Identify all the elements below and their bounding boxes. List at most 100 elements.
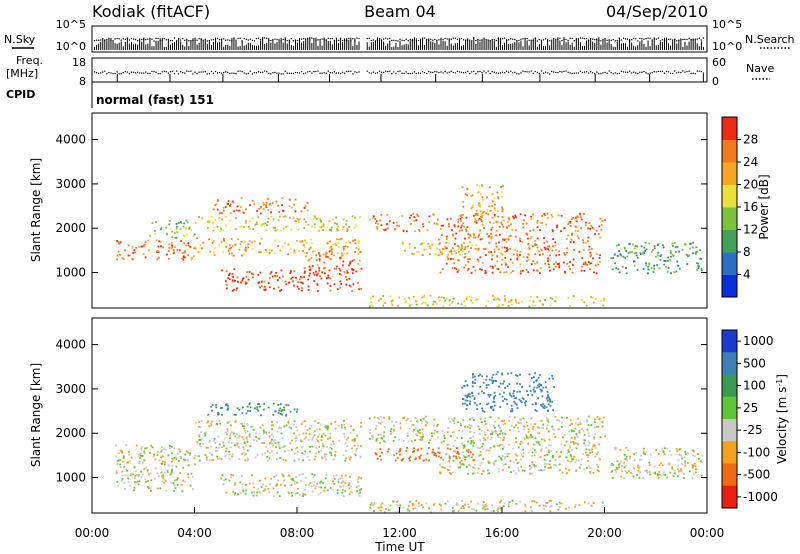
velocity-cell <box>325 427 328 430</box>
velocity-cell <box>301 420 304 423</box>
velocity-cell <box>471 380 474 383</box>
nsearch-point <box>663 39 666 41</box>
power-cell <box>669 259 671 261</box>
velocity-cell <box>279 403 282 405</box>
power-cell <box>516 257 519 260</box>
velocity-cell <box>467 451 470 454</box>
power-cell <box>292 217 295 220</box>
power-cell <box>231 289 234 292</box>
power-cell <box>359 250 362 253</box>
velocity-cell <box>242 490 245 493</box>
velocity-cell <box>552 409 555 412</box>
velocity-cell <box>202 443 205 445</box>
freq-point <box>376 72 379 74</box>
power-cell <box>404 301 407 304</box>
power-cell <box>180 221 182 224</box>
power-cell <box>171 236 174 239</box>
power-cell <box>351 272 354 275</box>
power-cell <box>597 263 600 266</box>
power-cell <box>337 238 340 241</box>
velocity-cell <box>151 446 154 449</box>
nsearch-point <box>321 38 323 40</box>
velocity-cell <box>216 450 219 452</box>
power-cell <box>245 249 248 252</box>
velocity-cell <box>516 454 519 457</box>
velocity-cell <box>176 453 179 455</box>
power-cell <box>585 304 588 307</box>
velocity-cell <box>419 429 421 431</box>
power-cell <box>697 267 700 270</box>
power-cell <box>215 203 218 206</box>
velocity-cell <box>238 435 241 438</box>
nsearch-point <box>612 38 614 41</box>
power-cell <box>491 204 494 207</box>
velocity-cell <box>399 506 402 509</box>
velocity-cell <box>478 428 481 431</box>
velocity-cell <box>205 446 208 449</box>
power-cell <box>239 226 242 228</box>
velocity-cell <box>381 437 384 440</box>
velocity-cell <box>149 487 152 490</box>
nsearch-point <box>190 39 192 42</box>
freq-point <box>384 70 387 72</box>
freq-point <box>458 71 461 73</box>
freq-point <box>192 73 194 75</box>
velocity-cell <box>509 392 511 395</box>
velocity-cell <box>173 447 176 450</box>
velocity-cell <box>325 458 327 461</box>
nsearch-point <box>143 38 145 40</box>
velocity-cell <box>305 432 307 435</box>
velocity-cell <box>293 483 296 485</box>
power-cell <box>405 230 408 233</box>
power-cell <box>288 198 291 201</box>
date-title: 04/Sep/2010 <box>606 2 708 21</box>
velocity-cell <box>677 459 680 462</box>
velocity-cell <box>655 449 658 451</box>
power-cell <box>554 244 557 246</box>
nsearch-point <box>173 37 176 39</box>
velocity-cell <box>185 450 188 453</box>
velocity-cell <box>657 452 660 455</box>
freq-point <box>149 72 151 75</box>
freq-point <box>612 73 614 75</box>
freq-point <box>567 71 569 74</box>
power-cell <box>496 254 499 257</box>
colorbar-tick-label: 1000 <box>743 334 774 348</box>
velocity-cell <box>575 442 578 445</box>
power-cell <box>673 242 676 244</box>
power-cell <box>450 258 452 260</box>
velocity-cell <box>356 480 359 483</box>
power-cell <box>479 238 482 241</box>
velocity-cell <box>529 423 532 426</box>
velocity-cell <box>602 416 605 419</box>
power-cell <box>466 269 469 272</box>
power-cell <box>662 246 665 249</box>
velocity-cell <box>654 472 657 475</box>
nsearch-point <box>186 38 188 41</box>
velocity-cell <box>200 438 203 441</box>
nsearch-point <box>343 39 346 42</box>
velocity-cell <box>408 427 411 430</box>
freq-point <box>516 73 518 75</box>
power-cell <box>595 272 598 275</box>
colorbar-swatch <box>722 330 737 353</box>
power-cell <box>572 295 575 297</box>
nsearch-point <box>237 37 239 40</box>
nsearch-point <box>501 38 504 40</box>
velocity-cell <box>249 410 252 412</box>
freq-point <box>264 70 266 72</box>
velocity-cell <box>349 458 351 461</box>
nsearch-point <box>102 38 104 40</box>
power-cell <box>160 226 163 229</box>
velocity-cell <box>296 429 299 432</box>
nsearch-point <box>430 38 432 41</box>
velocity-cell <box>320 449 323 452</box>
power-cell <box>183 222 186 225</box>
velocity-cell <box>275 421 278 424</box>
velocity-cell <box>567 449 570 452</box>
freq-point <box>647 73 649 75</box>
power-cell <box>421 302 423 305</box>
velocity-cell <box>648 471 651 473</box>
power-cell <box>645 264 647 267</box>
power-cell <box>457 302 460 305</box>
